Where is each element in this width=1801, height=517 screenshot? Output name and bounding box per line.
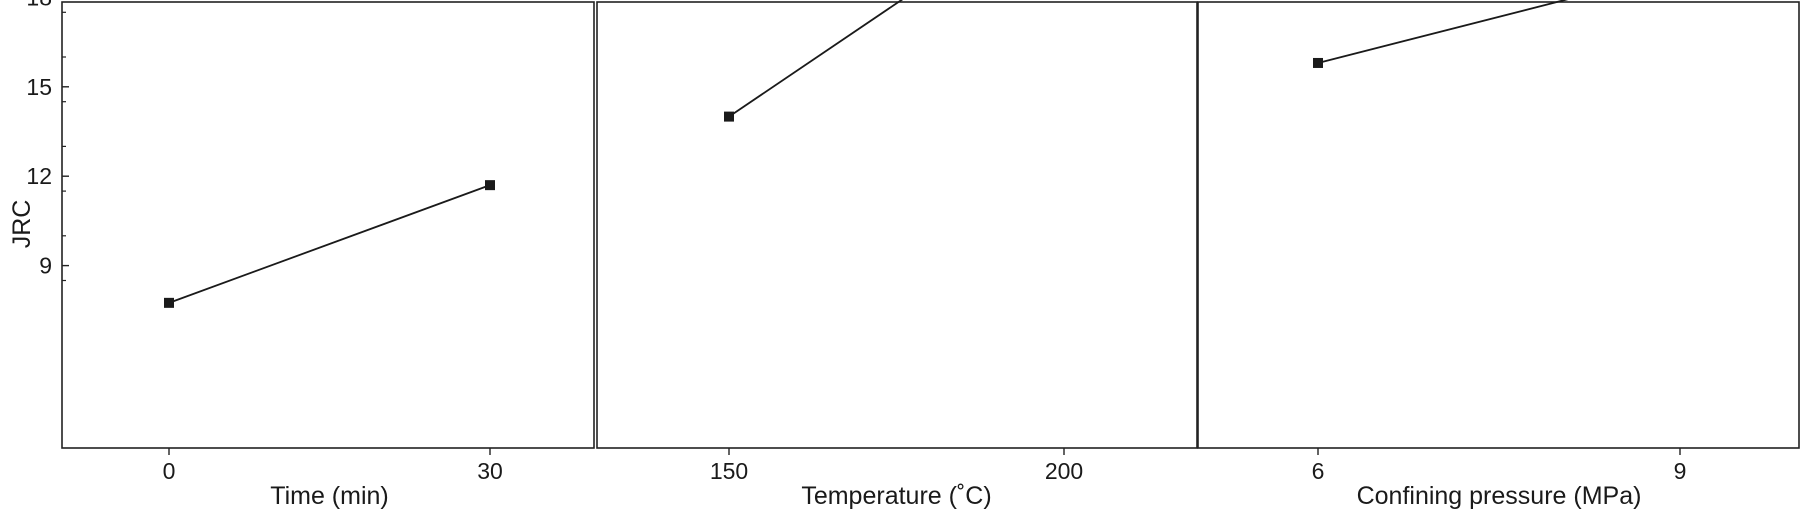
series-line-panel-1 [168,184,491,304]
x-tick-label-panel-1-30: 30 [477,458,503,484]
data-point-panel-1-30 [485,180,495,191]
panel-frame-2 [596,1,1198,449]
data-point-panel-3-6 [1313,57,1323,68]
panel-frame-1 [61,1,595,449]
x-tick-label-panel-2-200: 200 [1045,458,1083,484]
panel-frames [61,1,1800,449]
x-tick-label-panel-1-0: 0 [163,458,176,484]
x-tick-label-panel-2-150: 150 [710,458,748,484]
y-tick-label-18: 18 [26,0,52,10]
y-tick-label-15: 15 [26,74,52,100]
y-axis: 912151821 [26,0,69,282]
x-tick-label-panel-3-9: 9 [1674,458,1687,484]
series-line-panel-2 [728,0,904,118]
x-tick-label-panel-3-6: 6 [1312,458,1325,484]
series-line-panel-3 [1317,0,1569,64]
y-tick-label-9: 9 [39,253,52,279]
x-axis-title-panel-1: Time (min) [270,482,389,510]
x-axis-title-panel-2: Temperature (˚C) [801,482,991,510]
y-tick-label-12: 12 [26,163,52,189]
y-axis-title: JRC [8,200,36,249]
x-axis-title-panel-3: Confining pressure (MPa) [1357,482,1642,510]
series-lines [164,0,1569,308]
data-point-panel-2-150 [724,111,734,122]
data-point-panel-1-0 [164,297,174,308]
x-axis-labels: 0 30 Time (min) 150 200 Temperature (˚C) 6 9 Con… [163,448,1687,510]
panel-frame-3 [1197,1,1800,449]
